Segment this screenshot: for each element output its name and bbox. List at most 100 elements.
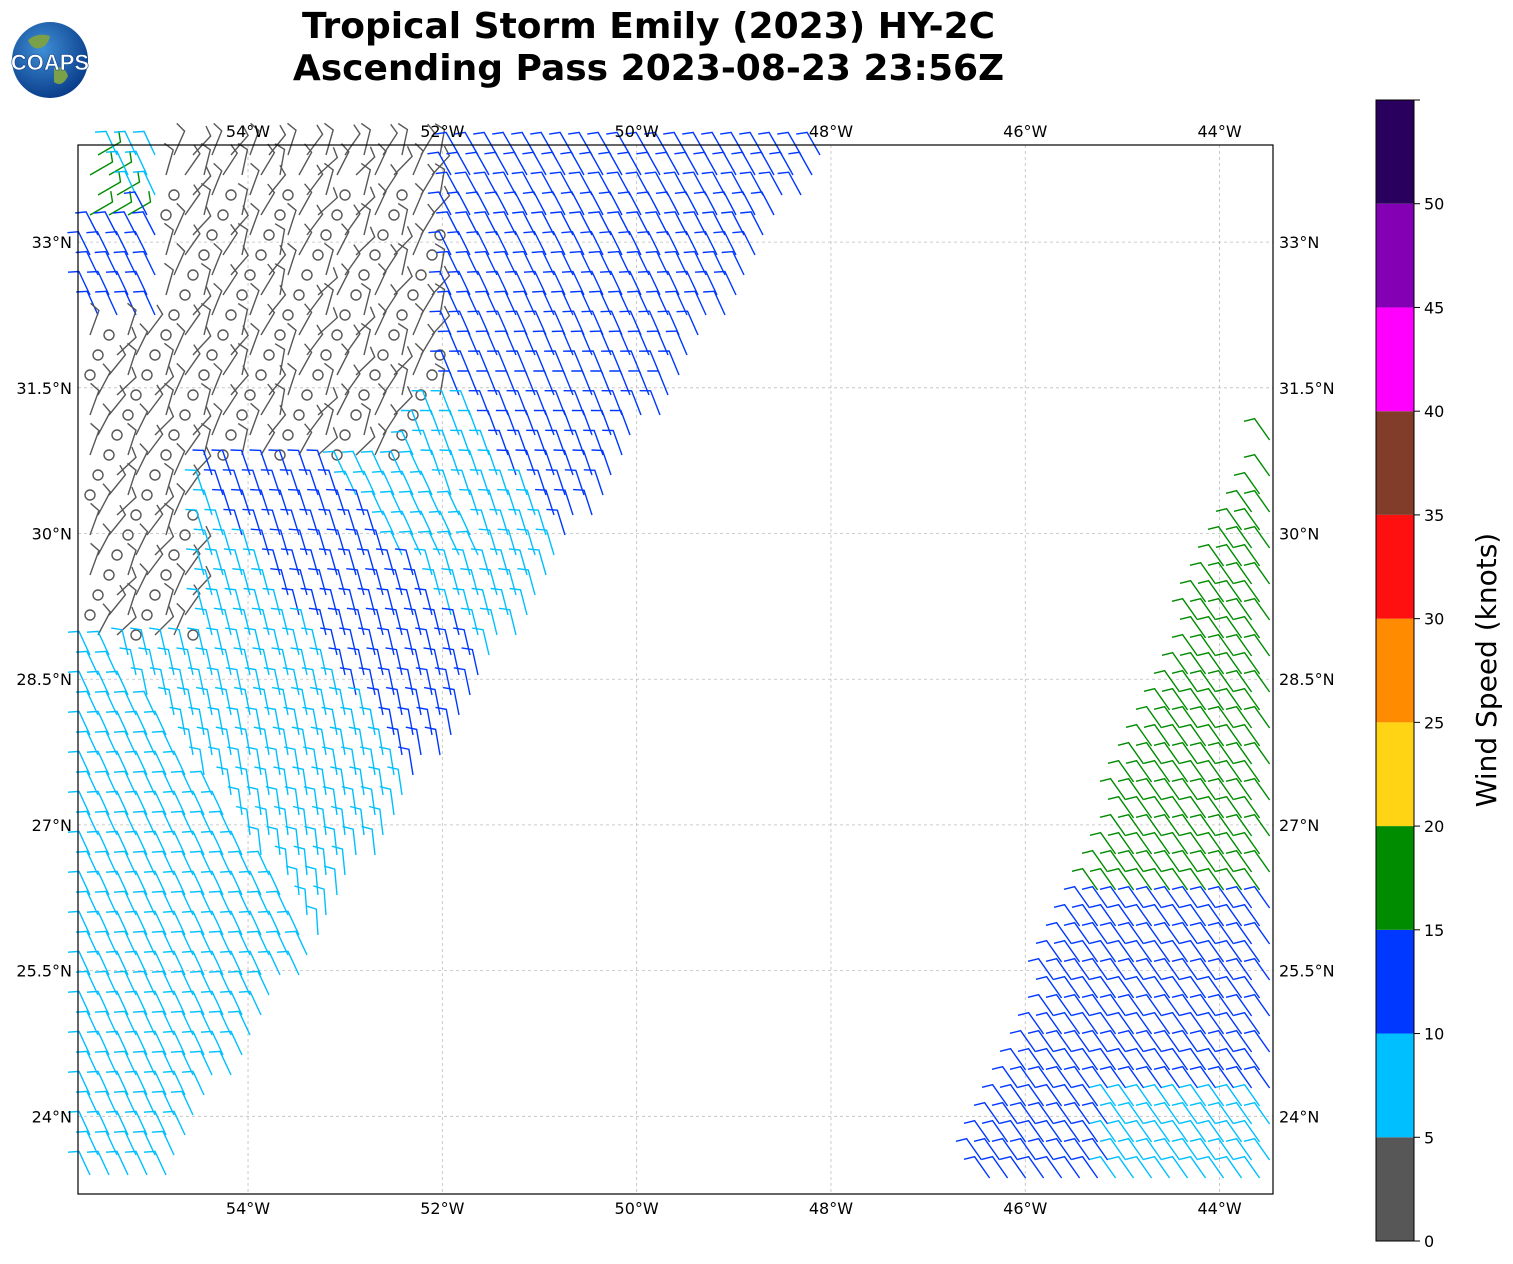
wind-barb xyxy=(271,686,289,716)
calm-wind-marker xyxy=(206,349,218,361)
calm-wind-marker xyxy=(434,229,446,241)
wind-barb xyxy=(469,429,490,456)
wind-barb xyxy=(1035,975,1063,999)
calm-wind-marker xyxy=(179,409,191,421)
wind-barb xyxy=(498,607,517,636)
wind-barb xyxy=(431,429,452,456)
wind-barb xyxy=(541,151,566,176)
wind-barb xyxy=(376,587,395,616)
wind-barb xyxy=(317,427,339,456)
wind-barb xyxy=(187,667,205,696)
wind-barb xyxy=(777,171,802,196)
wind-barb xyxy=(1107,867,1135,891)
lat-tick-label-right: 33°N xyxy=(1279,233,1319,252)
wind-barb xyxy=(417,490,441,516)
wind-barb xyxy=(105,1070,129,1096)
wind-barb xyxy=(274,263,286,296)
wind-barb xyxy=(1215,615,1243,639)
wind-barb xyxy=(219,910,243,936)
wind-barb xyxy=(348,726,365,756)
wind-barb xyxy=(1153,705,1181,729)
wind-barb xyxy=(1243,453,1271,477)
wind-barb xyxy=(999,1119,1027,1143)
wind-barb xyxy=(435,171,460,196)
wind-barb xyxy=(991,1065,1019,1089)
wind-barb xyxy=(227,890,251,916)
wind-barb xyxy=(1071,1083,1099,1107)
wind-barb xyxy=(302,706,319,736)
wind-barb xyxy=(252,686,270,716)
wind-barb xyxy=(298,423,313,456)
wind-barb xyxy=(1125,759,1153,783)
wind-barb xyxy=(154,606,175,636)
wind-barb xyxy=(189,970,213,996)
wind-barb xyxy=(607,211,631,236)
wind-barb xyxy=(472,627,490,656)
wind-barb xyxy=(721,250,745,276)
wind-barb xyxy=(67,910,91,936)
calm-wind-marker xyxy=(84,369,96,381)
wind-barb xyxy=(1063,1101,1091,1125)
wind-barb xyxy=(246,850,270,876)
wind-barb xyxy=(231,488,251,516)
wind-barb xyxy=(151,730,175,756)
calm-wind-marker xyxy=(92,589,104,601)
wind-barb xyxy=(306,449,327,476)
wind-barb xyxy=(268,164,287,196)
wind-barb xyxy=(135,323,149,356)
wind-barb xyxy=(589,330,612,356)
wind-barb xyxy=(467,310,490,336)
wind-barb xyxy=(127,462,137,496)
wind-barb xyxy=(385,686,403,716)
wind-barb xyxy=(124,1110,148,1136)
wind-barb xyxy=(192,565,212,596)
wind-barb xyxy=(306,164,324,196)
wind-barb xyxy=(1161,1011,1189,1035)
wind-barb xyxy=(113,130,137,156)
wind-barb xyxy=(132,1010,156,1036)
wind-barb xyxy=(398,450,422,476)
wind-barb xyxy=(1207,705,1235,729)
wind-barb xyxy=(1215,579,1243,603)
wind-barb xyxy=(233,686,251,716)
calm-wind-marker xyxy=(236,409,248,421)
colorbar-bin xyxy=(1376,1137,1414,1241)
wind-barb xyxy=(384,607,403,636)
wind-barb xyxy=(1179,975,1207,999)
wind-barb xyxy=(208,970,232,996)
lat-tick-label-left: 33°N xyxy=(32,233,72,252)
lat-tick-label-left: 24°N xyxy=(32,1107,72,1126)
wind-barb xyxy=(323,402,335,436)
wind-barb xyxy=(436,490,460,516)
wind-barb xyxy=(562,310,585,336)
wind-barb xyxy=(579,151,604,176)
wind-barb xyxy=(1081,1029,1109,1053)
wind-barb xyxy=(346,568,365,596)
wind-barb xyxy=(598,191,623,216)
wind-barb xyxy=(544,390,566,416)
wind-barb xyxy=(1171,1101,1199,1125)
lat-tick-label-right: 27°N xyxy=(1279,816,1319,835)
wind-barb xyxy=(323,242,335,276)
wind-barb xyxy=(582,390,604,416)
wind-barb xyxy=(1225,525,1253,549)
wind-barb xyxy=(360,122,372,156)
wind-barb xyxy=(211,449,232,476)
wind-barb xyxy=(517,568,536,596)
calm-wind-marker xyxy=(168,309,180,321)
wind-barb xyxy=(163,262,175,296)
wind-barb xyxy=(676,310,699,336)
wind-barb xyxy=(151,770,175,796)
wind-barb xyxy=(1179,831,1207,855)
wind-barb xyxy=(270,607,289,636)
wind-barb xyxy=(344,124,361,156)
wind-barb xyxy=(189,850,213,876)
wind-barb xyxy=(263,667,281,696)
wind-barb xyxy=(434,243,446,276)
wind-barb xyxy=(1117,849,1145,873)
wind-barb xyxy=(75,1130,99,1156)
wind-barb xyxy=(471,587,490,616)
wind-barb xyxy=(1053,939,1081,963)
wind-barb xyxy=(184,224,201,256)
wind-barb xyxy=(269,488,289,516)
